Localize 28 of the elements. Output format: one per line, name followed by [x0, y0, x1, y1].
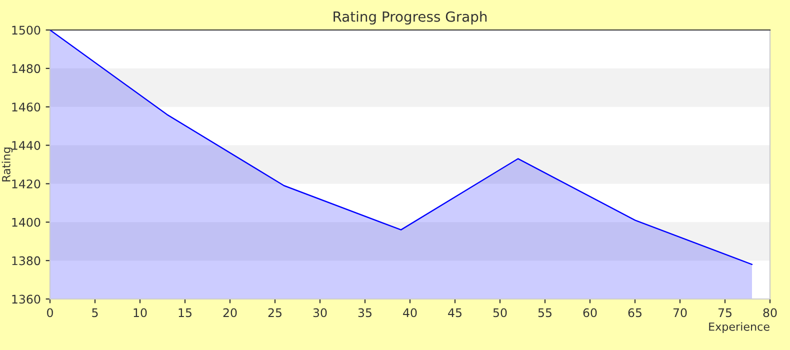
x-tick-label: 80: [763, 308, 777, 318]
x-tick-label: 10: [134, 308, 147, 318]
x-axis-title: Experience: [709, 322, 770, 333]
chart-title: Rating Progress Graph: [334, 11, 487, 25]
y-tick-label: 1480: [12, 64, 40, 74]
y-tick-label: 1400: [12, 218, 40, 227]
y-tick-label: 1500: [12, 26, 40, 35]
x-tick-label: 50: [493, 308, 507, 318]
x-tick-label: 75: [718, 308, 732, 318]
y-axis-title: Rating: [2, 148, 13, 182]
y-tick-label: 1460: [12, 102, 40, 112]
y-tick-label: 1440: [12, 141, 40, 150]
x-tick-label: 65: [628, 308, 642, 318]
x-tick-label: 70: [673, 308, 687, 318]
x-tick-label: 15: [178, 308, 192, 318]
x-tick-label: 30: [313, 308, 327, 318]
x-tick-label: 25: [268, 308, 282, 318]
x-tick-label: 60: [583, 308, 597, 318]
y-tick-label: 1360: [12, 294, 40, 304]
y-tick-label: 1380: [12, 256, 40, 266]
x-tick-label: 55: [538, 308, 552, 318]
x-tick-label: 20: [223, 308, 237, 318]
y-tick-label: 1420: [12, 179, 40, 188]
x-tick-label: 45: [448, 308, 462, 318]
x-tick-label: 5: [92, 308, 98, 318]
x-tick-label: 40: [403, 308, 417, 318]
x-tick-label: 35: [358, 308, 372, 318]
x-tick-label: 0: [47, 308, 53, 318]
